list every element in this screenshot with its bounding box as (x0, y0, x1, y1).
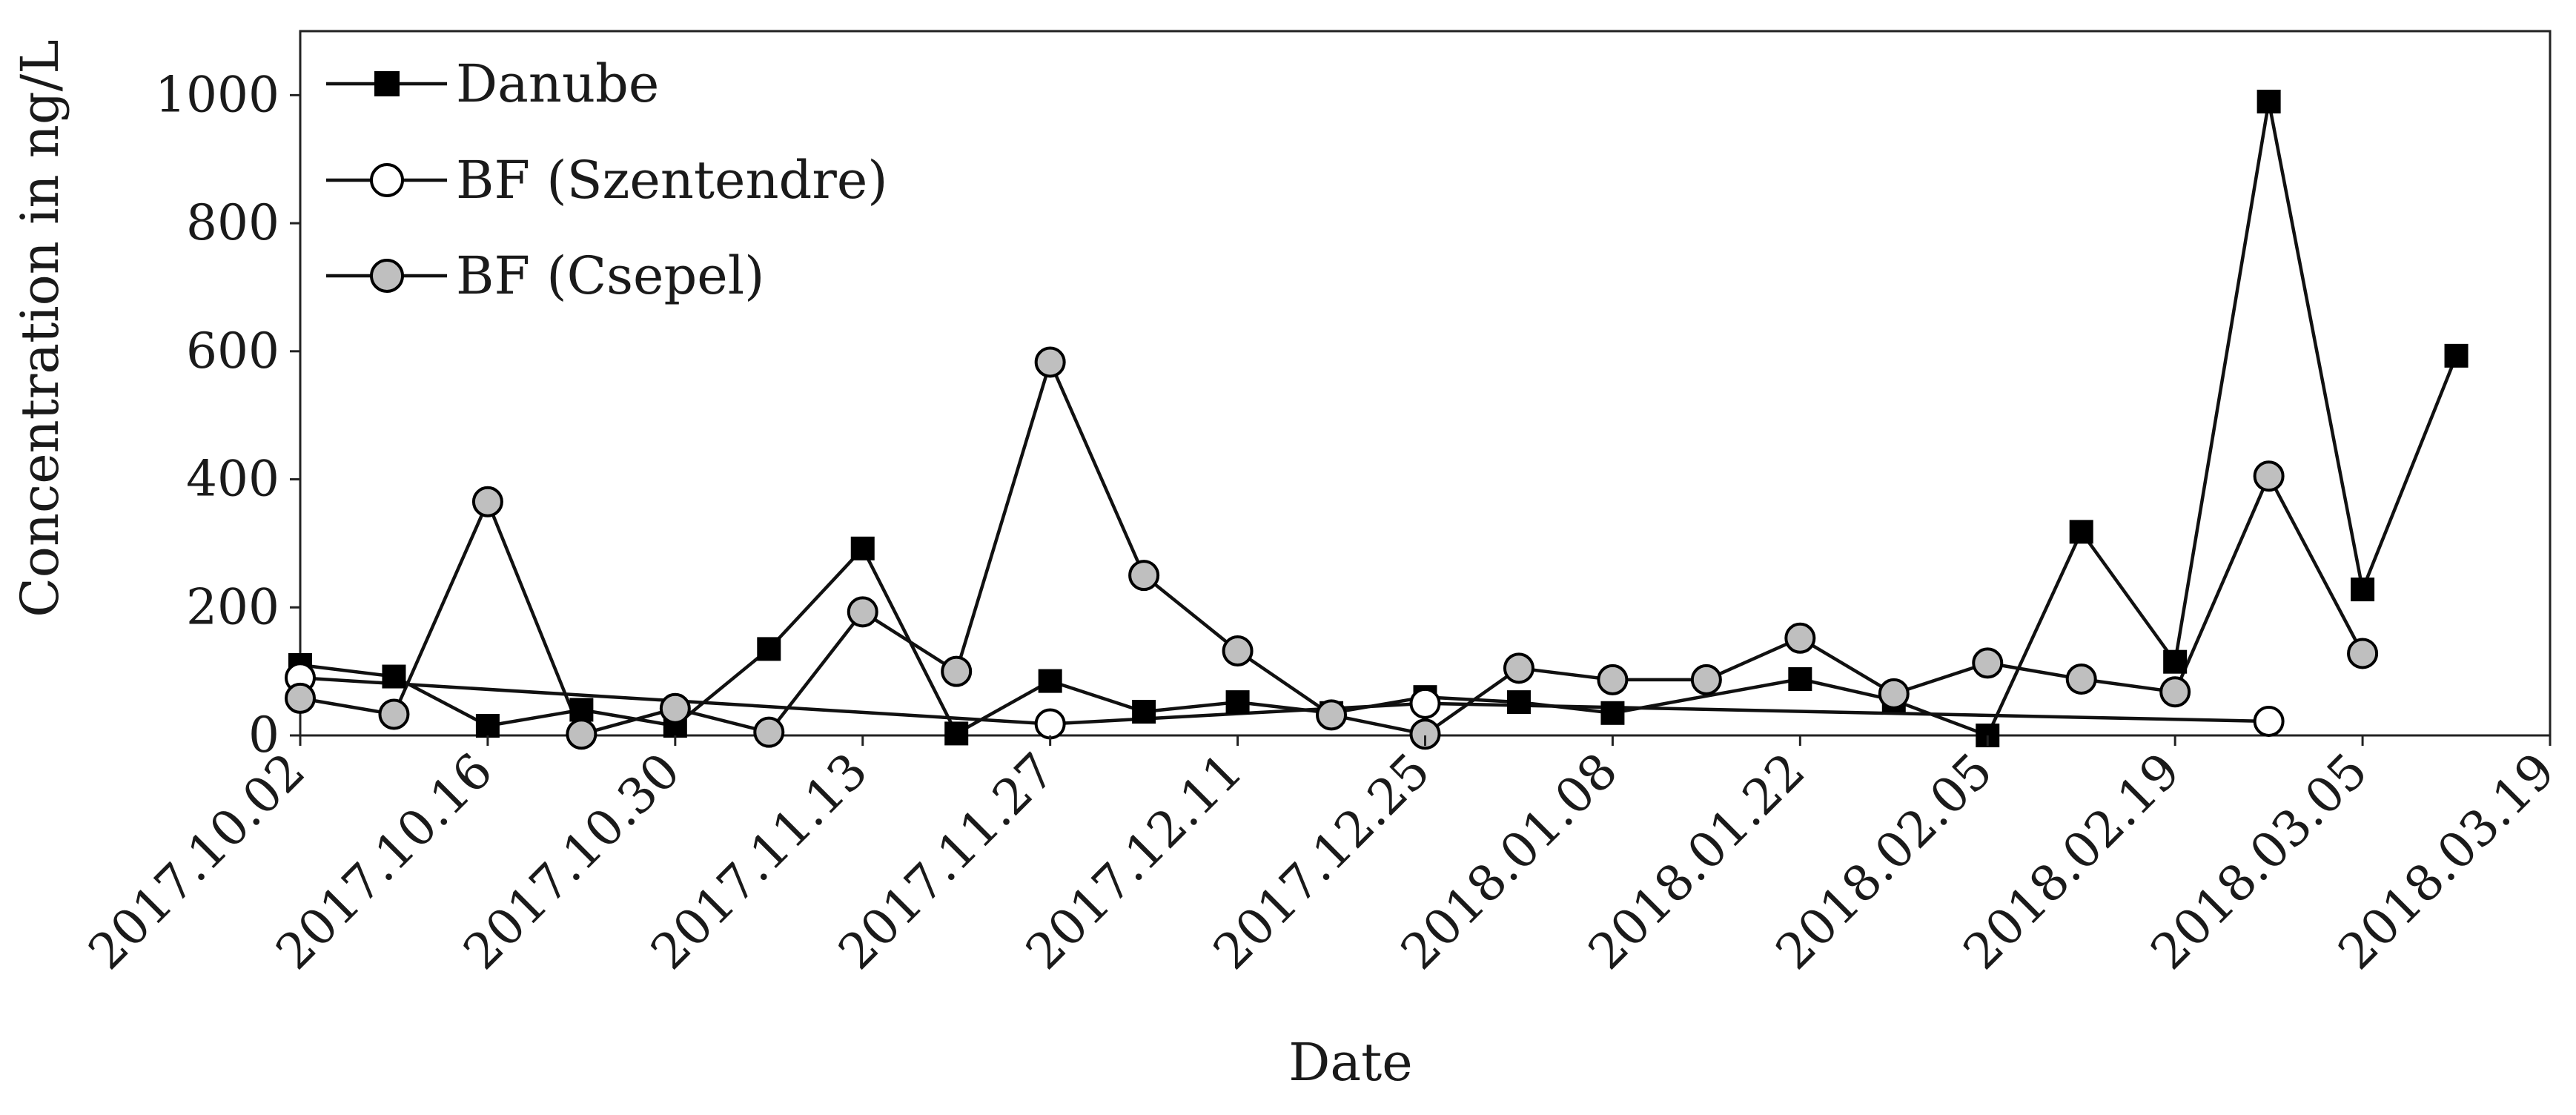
data-point (1784, 622, 1816, 654)
y-tick-label: 200 (186, 578, 279, 635)
data-point (1316, 699, 1348, 731)
data-point (944, 721, 969, 746)
data-point (1788, 667, 1812, 691)
data-point (569, 698, 594, 722)
data-point (471, 486, 503, 517)
x-axis-title: Date (1288, 1032, 1412, 1093)
data-point (285, 682, 316, 714)
data-point (1038, 669, 1062, 693)
data-point (753, 716, 785, 748)
data-point (1222, 635, 1254, 666)
data-point (2253, 460, 2285, 492)
data-point (2347, 638, 2379, 669)
axes-layer: 020040060080010002017.10.022017.10.16201… (78, 66, 2566, 980)
y-axis-title: Concentration in ng/L (10, 39, 70, 618)
legend-marker (370, 259, 404, 293)
data-point (1597, 664, 1629, 695)
legend-marker (370, 163, 404, 197)
legend: Danube BF (Szentendre) BF (Csepel) (326, 53, 888, 306)
y-tick-label: 400 (186, 451, 279, 508)
legend-label: Danube (456, 53, 659, 114)
legend-label: BF (Csepel) (456, 245, 764, 306)
data-point (1972, 647, 2004, 679)
data-point (850, 536, 875, 560)
data-point (847, 596, 878, 628)
data-point (1409, 718, 1441, 750)
data-point (1409, 687, 1441, 719)
y-tick-label: 800 (186, 194, 279, 251)
data-point (941, 655, 973, 687)
series-markers-2 (285, 346, 2379, 750)
data-point (1503, 652, 1534, 684)
series-2 (299, 360, 2365, 736)
data-point (2065, 664, 2097, 695)
data-point (757, 637, 781, 661)
legend-label: BF (Szentendre) (456, 150, 888, 211)
legend-marker (374, 71, 400, 96)
data-point (1878, 678, 1910, 709)
series-layer (285, 90, 2469, 750)
data-point (1600, 701, 1625, 725)
data-point (378, 698, 410, 730)
data-point (1690, 664, 1722, 695)
y-tick-label: 0 (248, 707, 279, 764)
data-point (1225, 690, 1250, 715)
series-line (299, 360, 2365, 736)
y-tick-label: 1000 (155, 66, 279, 123)
data-point (2444, 343, 2469, 368)
data-point (1034, 346, 1066, 378)
data-point (1506, 690, 1531, 715)
data-point (2257, 90, 2281, 113)
data-point (1034, 708, 1066, 740)
data-point (2069, 520, 2093, 544)
y-tick-label: 600 (186, 322, 279, 380)
data-point (2163, 649, 2188, 674)
data-point (2159, 676, 2191, 708)
data-point (1132, 700, 1156, 724)
data-point (659, 692, 691, 724)
plot-frame (299, 30, 2552, 737)
data-point (566, 718, 597, 750)
data-point (2351, 578, 2375, 602)
data-point (382, 664, 406, 689)
data-point (475, 714, 500, 738)
data-point (2253, 706, 2285, 737)
data-point (1128, 560, 1160, 592)
